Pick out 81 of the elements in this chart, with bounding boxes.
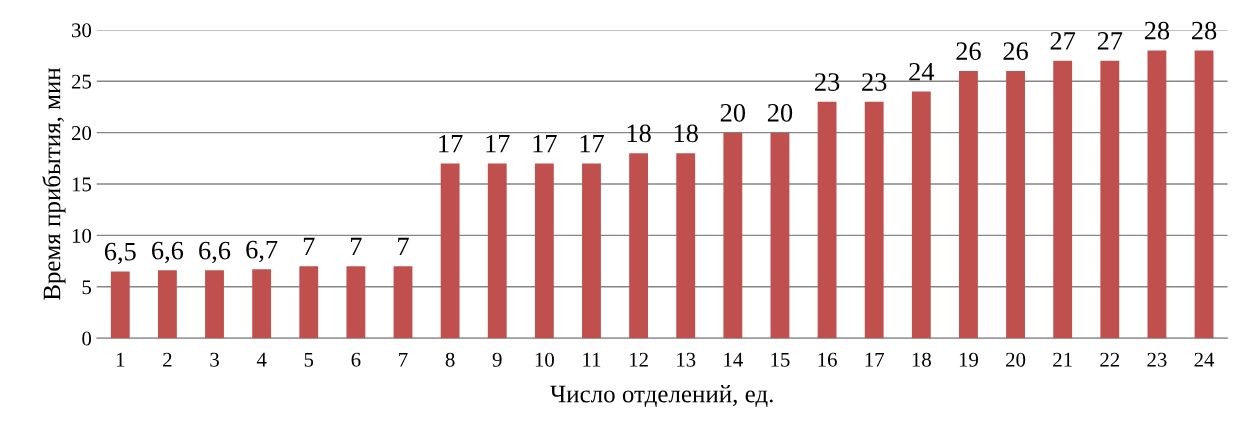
bar [1147,50,1167,339]
x-tick-label: 11 [583,352,601,367]
x-tick-label: 18 [912,352,931,367]
bar [1100,60,1120,339]
x-tick-label: 14 [724,352,743,367]
data-label: 7 [351,237,362,256]
bar [770,132,790,339]
x-tick-label: 4 [256,352,267,367]
data-label: 26 [956,42,981,61]
data-label: 24 [909,62,935,81]
bar [393,266,413,339]
x-tick-label: 10 [535,352,554,367]
x-tick-label: 5 [304,352,314,367]
data-label: 6,7 [246,240,278,263]
data-label: 27 [1097,32,1123,50]
y-tick-label: 0 [82,331,92,346]
x-axis-title: Число отделений, ед. [550,385,773,408]
bar [1053,60,1073,339]
x-tick-label: 7 [399,352,408,367]
bar [817,101,837,339]
data-label: 6,6 [199,241,231,264]
bar [487,163,507,339]
bar [157,270,177,339]
y-tick-label: 15 [72,177,92,192]
x-tick-label: 12 [630,352,648,367]
bar [252,269,272,339]
y-axis-title: Время прибытия, мин [42,67,66,301]
data-label: 20 [720,103,746,122]
x-tick-label: 13 [677,352,696,367]
x-tick-label: 8 [445,352,455,367]
data-label: 6,6 [152,241,184,264]
data-label: 7 [398,237,409,256]
x-tick-label: 2 [163,352,172,367]
y-tick-label: 25 [71,74,92,89]
x-tick-label: 16 [818,352,837,367]
bar [1006,71,1025,339]
data-label: 18 [674,124,698,143]
data-label: 18 [627,124,651,143]
y-tick-label: 10 [72,228,92,243]
bar [959,71,978,339]
bar [299,266,319,339]
x-tick-label: 19 [959,352,978,367]
data-label: 23 [862,73,887,91]
x-tick-label: 20 [1006,352,1026,367]
data-label: 28 [1144,21,1170,40]
data-label: 7 [303,237,315,256]
data-label: 17 [533,134,557,153]
y-tick-label: 5 [82,280,92,295]
data-label: 6,5 [104,242,136,265]
data-label: 17 [486,134,510,153]
x-tick-label: 24 [1194,352,1215,367]
y-tick-label: 30 [72,23,92,38]
bar [1194,50,1214,339]
bar [346,266,366,339]
data-label: 17 [580,134,604,153]
bar [676,153,696,339]
bar [110,271,130,339]
x-tick-label: 22 [1100,352,1120,367]
bar [723,132,743,339]
bar [440,163,460,339]
data-label: 27 [1050,32,1076,50]
bar [534,163,554,339]
data-label: 26 [1003,42,1028,61]
bar [911,91,931,339]
bar [864,101,884,339]
data-label: 28 [1192,21,1217,40]
x-tick-label: 21 [1053,352,1072,367]
data-label: 23 [815,73,840,91]
bar [205,270,224,339]
bar [582,163,601,339]
bar [629,153,649,339]
x-tick-label: 3 [210,352,219,367]
y-tick-label: 20 [71,126,92,141]
x-tick-label: 1 [116,352,125,367]
x-tick-label: 23 [1147,352,1167,367]
x-tick-label: 15 [771,352,790,367]
data-label: 20 [767,103,793,122]
data-label: 17 [439,134,463,153]
x-tick-label: 17 [865,352,885,367]
x-tick-label: 6 [351,352,361,367]
x-tick-label: 9 [492,352,502,367]
